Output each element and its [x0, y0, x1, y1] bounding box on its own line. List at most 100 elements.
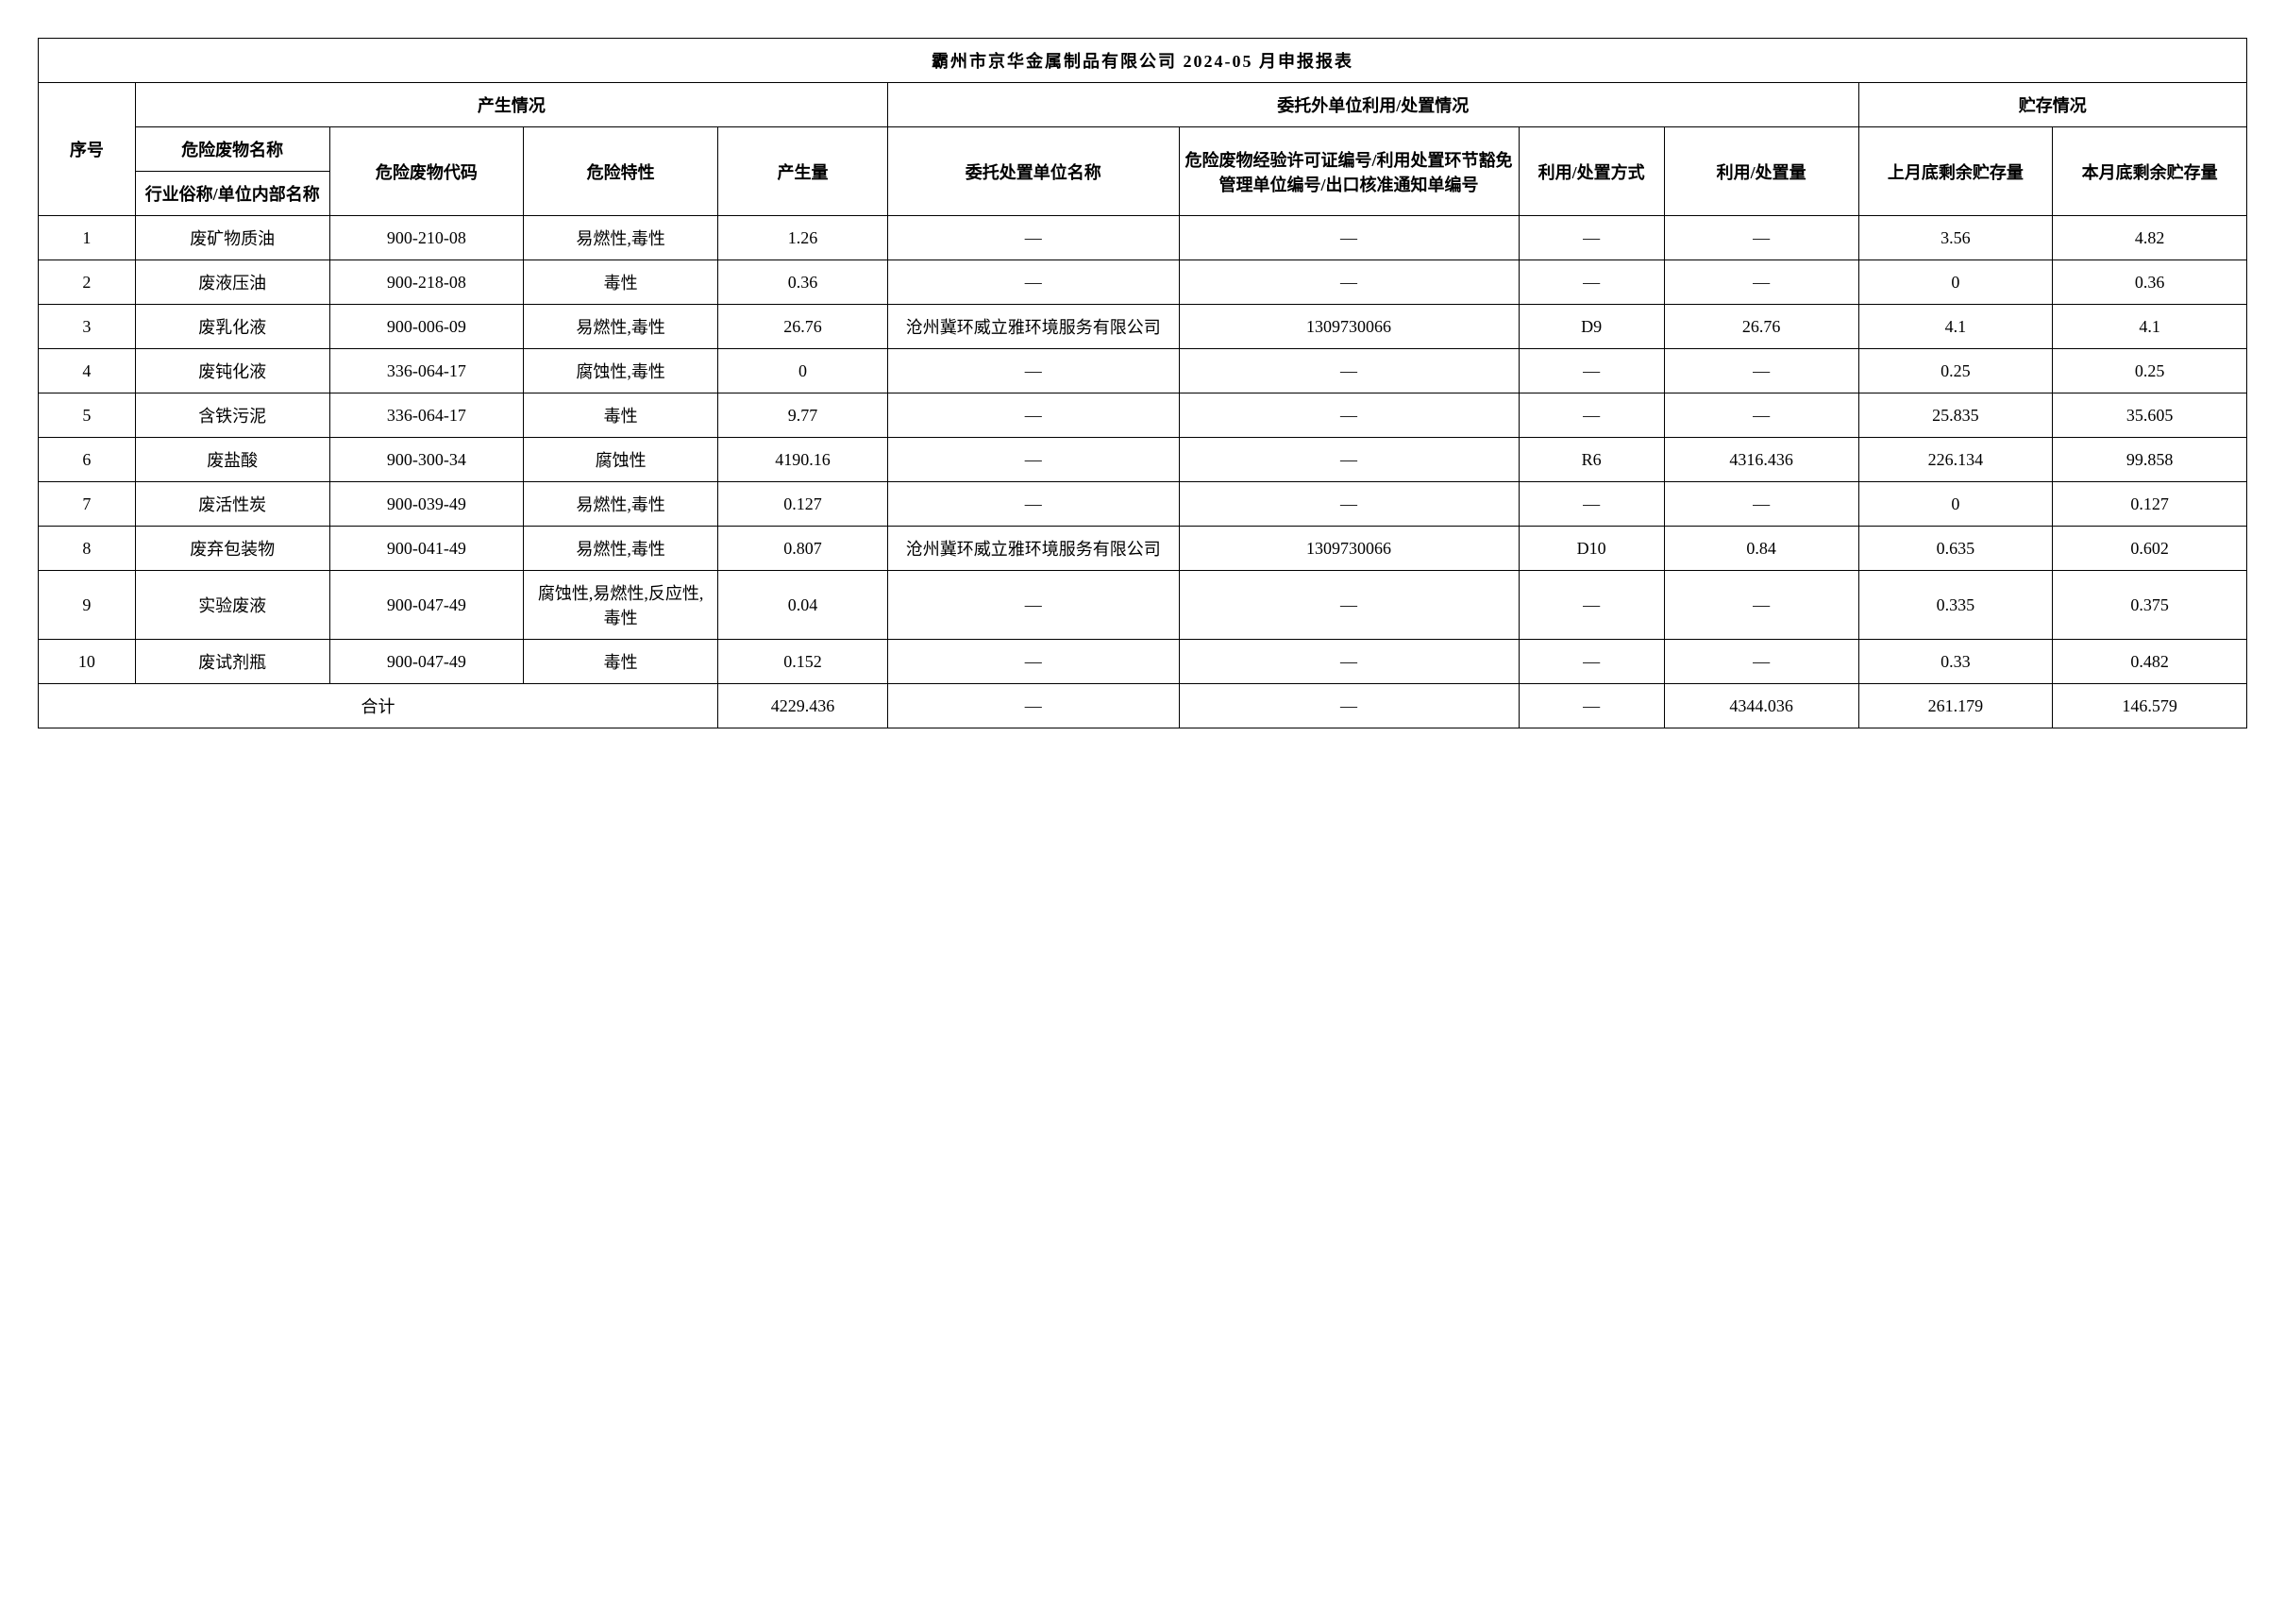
cell-name: 废试剂瓶	[135, 640, 329, 684]
cell-method: —	[1519, 571, 1664, 640]
cell-qty: 0.36	[717, 260, 887, 305]
cell-entrust: —	[887, 393, 1179, 438]
cell-license: —	[1179, 260, 1519, 305]
header-license: 危险废物经验许可证编号/利用处置环节豁免管理单位编号/出口核准通知单编号	[1179, 127, 1519, 216]
header-disp-qty: 利用/处置量	[1664, 127, 1858, 216]
header-seq: 序号	[39, 83, 136, 216]
cell-entrust: 沧州冀环威立雅环境服务有限公司	[887, 305, 1179, 349]
table-row: 9实验废液900-047-49腐蚀性,易燃性,反应性,毒性0.04————0.3…	[39, 571, 2247, 640]
cell-license: —	[1179, 216, 1519, 260]
cell-code: 900-218-08	[329, 260, 524, 305]
cell-qty: 9.77	[717, 393, 887, 438]
header-method: 利用/处置方式	[1519, 127, 1664, 216]
cell-curr: 4.82	[2053, 216, 2247, 260]
cell-license: 1309730066	[1179, 305, 1519, 349]
header-entrust: 委托处置单位名称	[887, 127, 1179, 216]
cell-disp_qty: —	[1664, 216, 1858, 260]
cell-hazard: 腐蚀性,易燃性,反应性,毒性	[524, 571, 718, 640]
cell-license: 1309730066	[1179, 527, 1519, 571]
cell-code: 900-300-34	[329, 438, 524, 482]
cell-curr: 0.602	[2053, 527, 2247, 571]
cell-code: 900-210-08	[329, 216, 524, 260]
cell-method: R6	[1519, 438, 1664, 482]
cell-curr: 0.25	[2053, 349, 2247, 393]
cell-qty: 0	[717, 349, 887, 393]
header-hazard: 危险特性	[524, 127, 718, 216]
table-row: 8废弃包装物900-041-49易燃性,毒性0.807沧州冀环威立雅环境服务有限…	[39, 527, 2247, 571]
total-disp-qty: 4344.036	[1664, 684, 1858, 728]
cell-prev: 4.1	[1858, 305, 2053, 349]
cell-method: —	[1519, 260, 1664, 305]
cell-disp_qty: 0.84	[1664, 527, 1858, 571]
cell-method: —	[1519, 482, 1664, 527]
cell-prev: 226.134	[1858, 438, 2053, 482]
cell-curr: 99.858	[2053, 438, 2247, 482]
cell-prev: 25.835	[1858, 393, 2053, 438]
cell-seq: 7	[39, 482, 136, 527]
cell-seq: 8	[39, 527, 136, 571]
cell-method: D9	[1519, 305, 1664, 349]
cell-name: 废矿物质油	[135, 216, 329, 260]
cell-qty: 1.26	[717, 216, 887, 260]
cell-entrust: —	[887, 260, 1179, 305]
cell-entrust: 沧州冀环威立雅环境服务有限公司	[887, 527, 1179, 571]
cell-code: 336-064-17	[329, 349, 524, 393]
cell-seq: 5	[39, 393, 136, 438]
cell-hazard: 易燃性,毒性	[524, 482, 718, 527]
cell-code: 900-041-49	[329, 527, 524, 571]
report-title: 霸州市京华金属制品有限公司 2024-05 月申报报表	[39, 39, 2247, 83]
cell-seq: 10	[39, 640, 136, 684]
table-row: 4废钝化液336-064-17腐蚀性,毒性0————0.250.25	[39, 349, 2247, 393]
cell-qty: 0.152	[717, 640, 887, 684]
cell-disp_qty: —	[1664, 393, 1858, 438]
cell-disp_qty: —	[1664, 571, 1858, 640]
table-row: 1废矿物质油900-210-08易燃性,毒性1.26————3.564.82	[39, 216, 2247, 260]
cell-prev: 0.335	[1858, 571, 2053, 640]
header-group-dispose: 委托外单位利用/处置情况	[887, 83, 1858, 127]
cell-name: 废弃包装物	[135, 527, 329, 571]
table-row: 2废液压油900-218-08毒性0.36————00.36	[39, 260, 2247, 305]
table-row: 6废盐酸900-300-34腐蚀性4190.16——R64316.436226.…	[39, 438, 2247, 482]
header-waste-alias: 行业俗称/单位内部名称	[135, 172, 329, 216]
cell-qty: 0.127	[717, 482, 887, 527]
cell-name: 实验废液	[135, 571, 329, 640]
cell-name: 废盐酸	[135, 438, 329, 482]
cell-entrust: —	[887, 571, 1179, 640]
cell-license: —	[1179, 349, 1519, 393]
cell-qty: 0.04	[717, 571, 887, 640]
cell-license: —	[1179, 571, 1519, 640]
table-row: 10废试剂瓶900-047-49毒性0.152————0.330.482	[39, 640, 2247, 684]
cell-curr: 35.605	[2053, 393, 2247, 438]
cell-hazard: 易燃性,毒性	[524, 305, 718, 349]
total-qty: 4229.436	[717, 684, 887, 728]
cell-code: 900-047-49	[329, 640, 524, 684]
cell-method: —	[1519, 216, 1664, 260]
cell-license: —	[1179, 482, 1519, 527]
header-prev-store: 上月底剩余贮存量	[1858, 127, 2053, 216]
cell-qty: 0.807	[717, 527, 887, 571]
cell-disp_qty: —	[1664, 482, 1858, 527]
total-label: 合计	[39, 684, 718, 728]
header-group-produce: 产生情况	[135, 83, 887, 127]
cell-method: —	[1519, 349, 1664, 393]
cell-curr: 4.1	[2053, 305, 2247, 349]
cell-name: 废活性炭	[135, 482, 329, 527]
cell-disp_qty: 4316.436	[1664, 438, 1858, 482]
cell-curr: 0.482	[2053, 640, 2247, 684]
cell-method: —	[1519, 640, 1664, 684]
cell-curr: 0.36	[2053, 260, 2247, 305]
report-table: 霸州市京华金属制品有限公司 2024-05 月申报报表 序号 产生情况 委托外单…	[38, 38, 2247, 728]
cell-hazard: 腐蚀性	[524, 438, 718, 482]
cell-entrust: —	[887, 216, 1179, 260]
cell-entrust: —	[887, 349, 1179, 393]
cell-seq: 2	[39, 260, 136, 305]
cell-curr: 0.127	[2053, 482, 2247, 527]
cell-hazard: 易燃性,毒性	[524, 527, 718, 571]
cell-hazard: 毒性	[524, 393, 718, 438]
cell-curr: 0.375	[2053, 571, 2247, 640]
total-method: —	[1519, 684, 1664, 728]
cell-entrust: —	[887, 438, 1179, 482]
header-curr-store: 本月底剩余贮存量	[2053, 127, 2247, 216]
cell-hazard: 腐蚀性,毒性	[524, 349, 718, 393]
cell-code: 336-064-17	[329, 393, 524, 438]
